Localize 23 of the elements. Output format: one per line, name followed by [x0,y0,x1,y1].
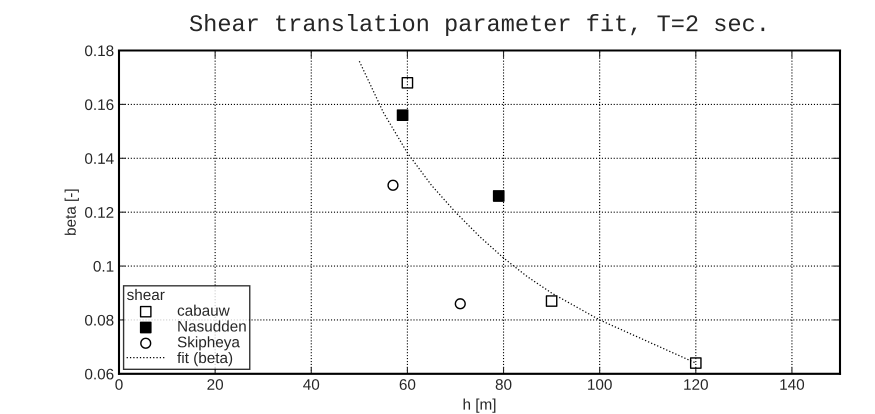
chart-title: Shear translation parameter fit, T=2 sec. [190,14,764,36]
x-axis-title: h [m] [464,398,496,413]
x-tick-label: 140 [780,379,804,390]
x-tick-label: 40 [303,379,320,390]
legend-title: shear [127,288,165,300]
y-tick-label: 0.18 [85,45,114,56]
legend-label: fit (beta) [177,352,232,366]
y-tick-label: 0.14 [85,153,114,164]
legend-label: Nasudden [178,320,246,332]
x-tick-label: 60 [400,379,416,390]
legend-label: cabauw [178,304,230,316]
y-tick-label: 0.08 [85,314,114,326]
y-axis-title: beta [-] [64,189,79,235]
x-tick-label: 80 [496,379,512,390]
legend-label: Skipheya [178,336,240,350]
x-tick-label: 120 [684,379,708,390]
y-tick-label: 0.12 [85,207,114,218]
x-tick-label: 20 [207,379,224,390]
x-tick-label: 0 [115,379,123,390]
x-tick-label: 100 [588,379,612,390]
y-tick-label: 0.1 [94,260,114,272]
y-tick-label: 0.16 [85,99,114,110]
y-tick-label: 0.06 [85,368,114,380]
